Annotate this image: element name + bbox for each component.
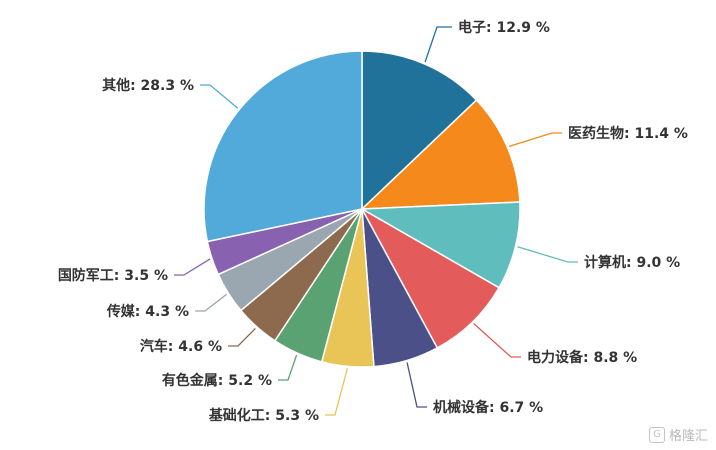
slice-label-4: 机械设备: 6.7 % — [433, 399, 543, 416]
pie-slice-1 — [360, 99, 521, 210]
pie-slice-10 — [203, 50, 363, 243]
watermark: G 格隆汇 — [648, 425, 708, 444]
pie-slice-3 — [360, 207, 501, 349]
leader-line-9 — [174, 258, 211, 276]
leader-line-4 — [406, 362, 427, 408]
slice-label-1: 医药生物: 11.4 % — [568, 125, 688, 142]
gelonghui-logo-icon: G — [648, 426, 665, 443]
slice-label-0: 电子: 12.9 % — [458, 19, 550, 36]
slice-label-9: 国防军工: 3.5 % — [58, 267, 168, 284]
leader-line-1 — [509, 132, 562, 148]
slice-label-3: 电力设备: 8.8 % — [527, 349, 637, 366]
leader-line-5 — [325, 368, 349, 416]
slice-label-5: 基础化工: 5.3 % — [209, 407, 319, 424]
leader-line-2 — [517, 246, 578, 263]
leader-line-0 — [424, 26, 452, 63]
slice-label-8: 传媒: 4.3 % — [106, 303, 189, 320]
watermark-text: 格隆汇 — [668, 429, 708, 444]
slice-label-2: 计算机: 9.0 % — [584, 254, 680, 271]
leader-line-6 — [278, 354, 298, 381]
leader-line-3 — [473, 323, 521, 358]
leader-line-8 — [195, 293, 227, 312]
slice-label-10: 其他: 28.3 % — [102, 77, 194, 94]
slice-label-7: 汽车: 4.6 % — [140, 338, 222, 355]
slice-label-6: 有色金属: 5.2 % — [162, 372, 272, 389]
pie-slice-2 — [359, 201, 521, 289]
leader-line-10 — [200, 84, 239, 109]
leader-line-7 — [228, 327, 256, 347]
pie-slice-0 — [361, 50, 478, 211]
